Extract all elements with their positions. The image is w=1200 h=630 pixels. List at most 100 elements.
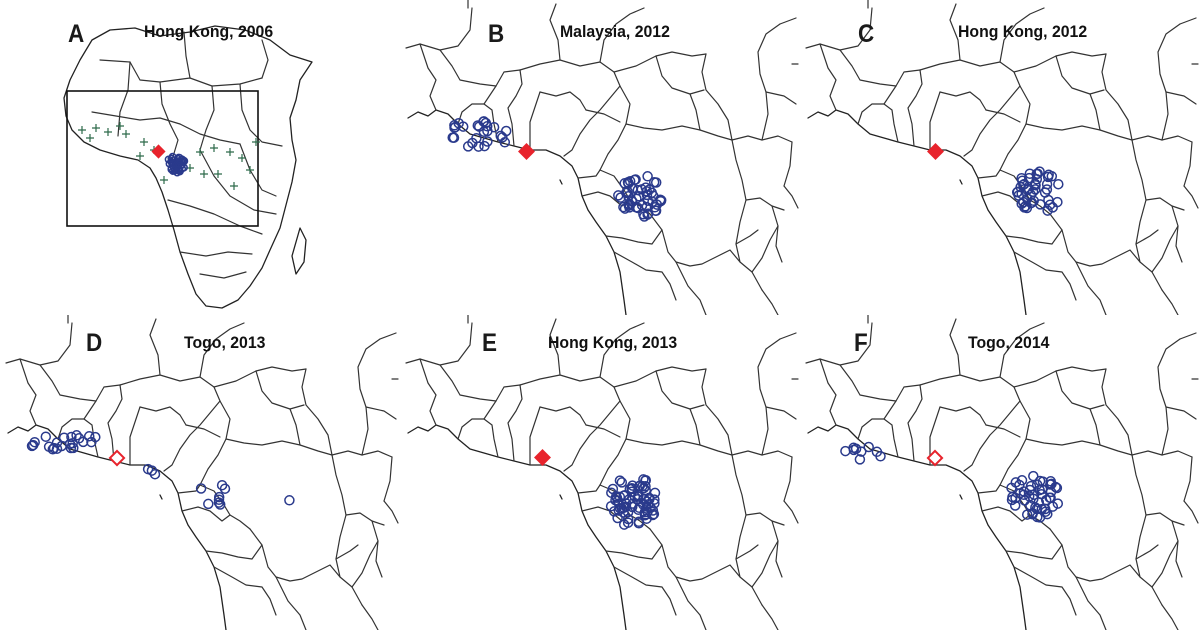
case-marker — [619, 178, 630, 189]
case-marker — [1013, 190, 1024, 201]
case-marker — [1024, 168, 1036, 179]
regional-map-f — [805, 315, 1199, 630]
case-marker — [66, 431, 77, 443]
case-markers-a — [164, 152, 189, 177]
case-marker — [174, 153, 183, 162]
case-marker — [646, 187, 658, 198]
case-marker — [1028, 195, 1039, 207]
case-marker — [655, 195, 667, 206]
case-marker — [1016, 172, 1027, 184]
case-marker — [1018, 179, 1029, 191]
panel-title: Togo, 2014 — [968, 333, 1050, 352]
case-marker — [1028, 470, 1039, 482]
case-marker — [167, 154, 176, 163]
case-marker — [1006, 494, 1018, 506]
case-marker — [473, 121, 485, 132]
case-marker — [1034, 475, 1046, 487]
case-marker — [77, 436, 89, 448]
case-marker — [639, 510, 651, 521]
case-marker — [219, 483, 231, 494]
case-marker — [1042, 205, 1053, 216]
case-marker — [633, 504, 644, 515]
source-location-marker — [108, 449, 126, 467]
case-marker — [175, 157, 184, 166]
case-markers-b — [447, 116, 667, 222]
case-marker — [86, 436, 97, 448]
map-panel-c: C Hong Kong, 2012 — [800, 0, 1200, 315]
panel-letter: E — [482, 329, 498, 357]
case-marker — [616, 477, 628, 488]
source-location-marker — [534, 449, 551, 466]
case-marker — [1031, 174, 1043, 185]
map-panel-d: D Togo, 2013 — [0, 315, 400, 630]
case-marker — [624, 175, 636, 187]
case-marker — [495, 130, 506, 142]
case-marker — [640, 474, 652, 486]
case-marker — [1020, 201, 1031, 212]
case-marker — [1030, 184, 1041, 195]
panel-title: Hong Kong, 2013 — [548, 333, 678, 352]
case-marker — [462, 141, 474, 152]
case-marker — [622, 506, 634, 518]
panel-letter: F — [854, 329, 868, 357]
source-location-marker — [927, 143, 944, 160]
case-marker — [51, 437, 63, 448]
map-panel-b: B Malaysia, 2012 — [400, 0, 800, 315]
case-marker — [641, 189, 653, 201]
case-marker — [71, 430, 82, 441]
case-marker — [1021, 509, 1033, 520]
case-marker — [1030, 502, 1041, 513]
map-panel-a: A Hong Kong, 2006 — [0, 0, 400, 315]
case-marker — [29, 436, 40, 448]
case-marker — [284, 495, 295, 506]
case-marker — [648, 176, 660, 188]
case-marker — [871, 446, 883, 458]
source-location-marker — [151, 144, 166, 159]
case-marker — [213, 497, 225, 508]
case-marker — [83, 431, 95, 442]
case-marker — [649, 487, 661, 499]
case-marker — [1044, 199, 1056, 210]
regional-map-b — [405, 0, 799, 315]
case-marker — [856, 446, 867, 457]
case-marker — [633, 518, 645, 529]
case-marker — [642, 171, 653, 182]
panel-letter: D — [86, 329, 103, 357]
case-marker — [638, 482, 650, 494]
panel-letter: B — [488, 20, 505, 48]
case-marker — [640, 480, 651, 492]
case-marker — [612, 512, 623, 524]
case-marker — [641, 201, 652, 213]
regional-map-d — [5, 315, 399, 630]
case-marker — [58, 432, 70, 443]
case-marker — [488, 121, 500, 133]
case-marker — [637, 480, 648, 492]
case-marker — [146, 465, 158, 476]
case-marker — [863, 441, 874, 453]
panel-letter: A — [68, 20, 85, 48]
regional-map-e — [405, 315, 799, 630]
case-marker — [638, 493, 650, 505]
case-marker — [448, 132, 460, 143]
case-marker — [473, 141, 484, 152]
case-marker — [1032, 168, 1043, 179]
case-markers-d — [26, 430, 295, 510]
case-marker — [457, 121, 469, 132]
map-panel-f: F Togo, 2014 — [800, 315, 1200, 630]
case-marker — [1053, 178, 1064, 190]
panel-title: Hong Kong, 2006 — [144, 22, 274, 41]
case-marker — [633, 191, 645, 202]
case-marker — [203, 498, 214, 510]
case-markers-e — [605, 474, 661, 530]
case-marker — [1024, 484, 1036, 496]
case-marker — [632, 491, 644, 502]
case-marker — [610, 495, 621, 506]
case-marker — [213, 494, 225, 505]
regional-map-c — [805, 0, 1199, 315]
case-marker — [614, 475, 626, 486]
case-marker — [607, 483, 619, 495]
case-marker — [214, 499, 226, 510]
source-location-marker — [518, 143, 535, 160]
case-marker — [1036, 503, 1048, 515]
case-marker — [1040, 494, 1052, 506]
